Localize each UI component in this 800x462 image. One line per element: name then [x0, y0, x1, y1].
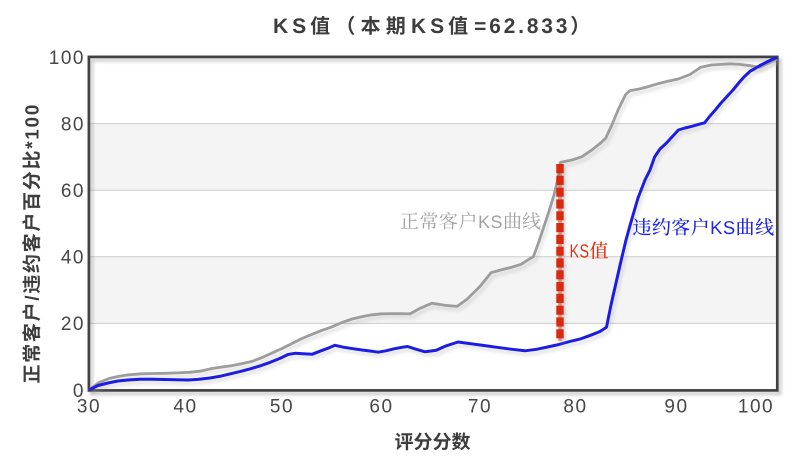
svg-text:40: 40	[173, 396, 197, 417]
svg-text:100: 100	[49, 48, 85, 69]
svg-text:80: 80	[563, 396, 587, 417]
svg-text:60: 60	[61, 181, 85, 202]
svg-text:30: 30	[77, 396, 101, 417]
svg-text:60: 60	[369, 396, 393, 417]
svg-text:70: 70	[468, 396, 492, 417]
svg-text:100: 100	[738, 396, 774, 417]
svg-text:80: 80	[61, 114, 85, 135]
svg-text:0: 0	[73, 381, 85, 402]
svg-text:90: 90	[664, 396, 688, 417]
svg-text:20: 20	[61, 314, 85, 335]
svg-text:50: 50	[270, 396, 294, 417]
svg-text:40: 40	[61, 248, 85, 269]
